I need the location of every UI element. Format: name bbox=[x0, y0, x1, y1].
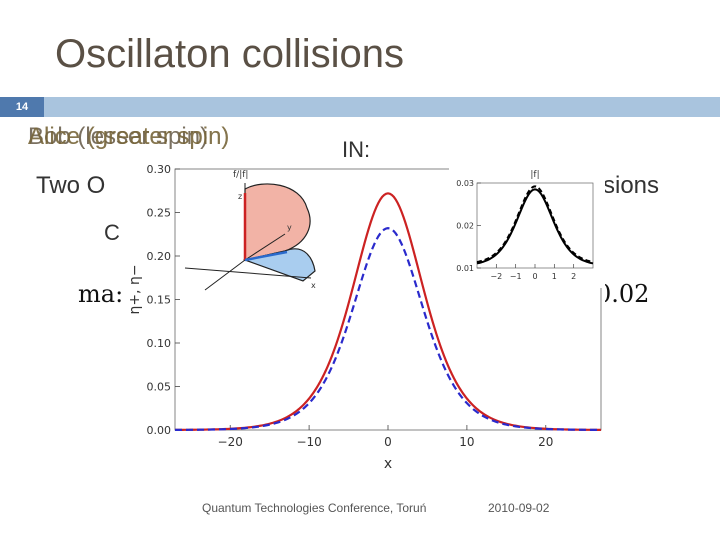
spin-vector-blue bbox=[244, 250, 288, 262]
text-c: C bbox=[104, 220, 120, 245]
bullet-text-2: Alice (greater spin) bbox=[28, 123, 230, 150]
inset-series-dashed-line bbox=[476, 185, 594, 264]
bullet-text-1: Bob (lesser spin) bbox=[28, 123, 209, 150]
inset-series-solid-line bbox=[476, 188, 594, 265]
x-tick-label: 10 bbox=[459, 435, 474, 449]
diagram-z-label: z bbox=[238, 192, 242, 201]
x-tick-label: 0 bbox=[384, 435, 392, 449]
x-tick-label: 20 bbox=[538, 435, 553, 449]
y-axis-neg-line bbox=[204, 259, 246, 291]
inset-x-tick-label: 1 bbox=[552, 272, 557, 281]
y-tick-label: 0.00 bbox=[147, 424, 172, 437]
inset-x-tick-label: 2 bbox=[571, 272, 576, 281]
diagram-x-label: x bbox=[311, 281, 316, 290]
inset-y-tick-label: 0.02 bbox=[456, 222, 474, 231]
inset-y-tick-label: 0.01 bbox=[456, 264, 474, 273]
inset-y-tick-label: 0.03 bbox=[456, 179, 474, 188]
y-tick-label: 0.15 bbox=[147, 294, 172, 307]
text-max: ma: bbox=[78, 280, 124, 308]
y-tick-label: 0.25 bbox=[147, 207, 172, 220]
y-tick-label: 0.10 bbox=[147, 337, 172, 350]
footer-conference: Quantum Technologies Conference, Toruń bbox=[202, 501, 427, 515]
inset-y-label: |f| bbox=[530, 170, 539, 180]
x-axis-line bbox=[184, 267, 312, 279]
x-axis-label: x bbox=[384, 456, 392, 472]
inset-x-tick-label: 0 bbox=[532, 272, 537, 281]
spin-sector-red bbox=[244, 183, 311, 261]
spin-diagram: f/|f| z y x bbox=[184, 170, 316, 291]
y-tick-label: 0.20 bbox=[147, 250, 172, 263]
diagram-y-label: y bbox=[287, 223, 292, 232]
inset-x-tick-label: −1 bbox=[510, 272, 522, 281]
slide-number: 14 bbox=[0, 97, 44, 117]
series-eta-minus-line bbox=[174, 227, 602, 431]
y-tick-label: 0.30 bbox=[147, 163, 172, 176]
diagram-top-label: f/|f| bbox=[233, 170, 248, 180]
y-tick-label: 0.05 bbox=[147, 381, 172, 394]
main-chart: 0.000.050.100.150.200.250.30−20 −10 0 10 20x… bbox=[127, 163, 605, 473]
x-tick-label: −20 bbox=[218, 435, 243, 449]
x-tick-label: −10 bbox=[296, 435, 321, 449]
inset-x-tick-label: −2 bbox=[490, 272, 502, 281]
inset-background bbox=[449, 165, 605, 288]
footer-date: 2010-09-02 bbox=[488, 501, 550, 515]
text-left: Two O bbox=[36, 172, 106, 199]
header-bar bbox=[0, 97, 720, 117]
slide-title: Oscillaton collisions bbox=[55, 32, 405, 76]
y-axis-line bbox=[244, 233, 286, 261]
bullet-text-3: Alice (greater spin) bbox=[28, 123, 230, 150]
y-axis-label: η+, η− bbox=[127, 264, 143, 314]
text-in: IN: bbox=[342, 137, 371, 162]
